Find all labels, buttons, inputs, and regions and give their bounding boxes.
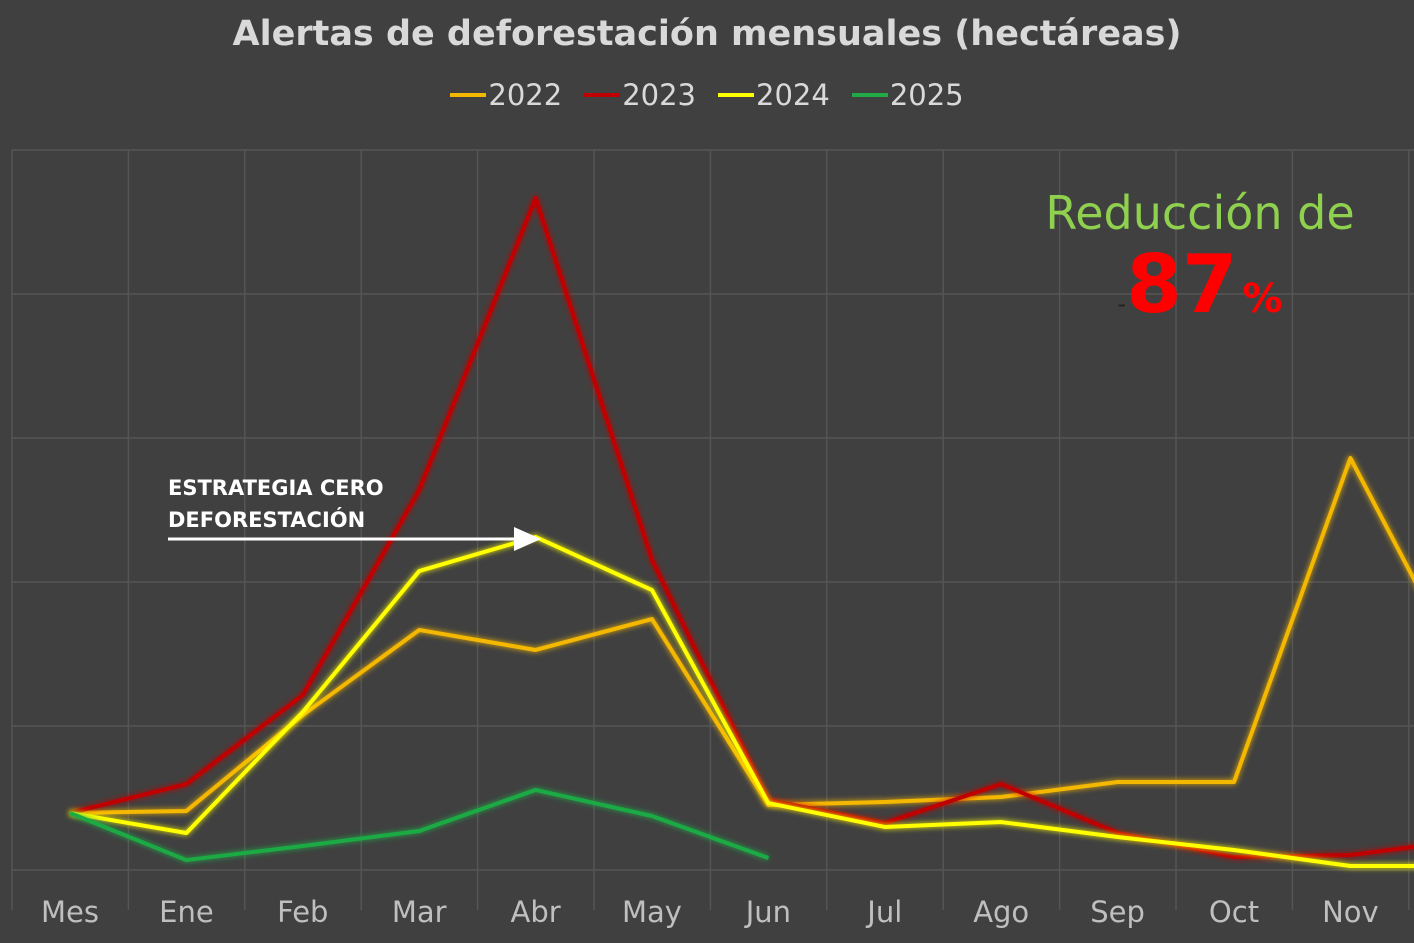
series-line-2024 xyxy=(69,534,1414,868)
x-tick-label: Sep xyxy=(1090,895,1145,929)
strategy-annotation: ESTRATEGIA CERO DEFORESTACIÓN xyxy=(168,472,384,536)
x-tick-label: Jul xyxy=(865,895,902,929)
legend-label: 2025 xyxy=(889,78,964,112)
x-tick-label: Abr xyxy=(511,895,561,929)
legend: 2022 2023 2024 2025 xyxy=(0,78,1414,112)
legend-item-2023: 2023 xyxy=(584,78,696,112)
reduction-value: 87 xyxy=(1126,238,1238,331)
x-tick-label: Mes xyxy=(41,895,99,929)
reduction-label: Reducción de xyxy=(1045,186,1355,240)
x-tick-label: Ene xyxy=(159,895,214,929)
reduction-sign: - xyxy=(1117,290,1127,318)
series-line-2025 xyxy=(69,787,770,863)
legend-label: 2024 xyxy=(756,78,830,112)
x-tick-label: Mar xyxy=(392,895,447,929)
x-tick-label: Oct xyxy=(1209,895,1259,929)
reduction-unit: % xyxy=(1242,276,1283,322)
x-tick-label: Nov xyxy=(1322,895,1379,929)
reduction-callout: Reducción de -87 % xyxy=(1000,186,1400,330)
legend-item-2025: 2025 xyxy=(851,78,964,112)
x-tick-label: May xyxy=(622,895,682,929)
legend-item-2022: 2022 xyxy=(450,78,562,112)
annotation-line-2: DEFORESTACIÓN xyxy=(168,508,366,532)
legend-label: 2023 xyxy=(622,78,696,112)
x-tick-label: Ago xyxy=(973,895,1029,929)
annotation-line-1: ESTRATEGIA CERO xyxy=(168,476,384,500)
chart-title: Alertas de deforestación mensuales (hect… xyxy=(232,14,1182,54)
legend-item-2024: 2024 xyxy=(718,78,830,112)
x-tick-label: Feb xyxy=(277,895,328,929)
x-tick-label: Jun xyxy=(744,895,791,929)
legend-label: 2022 xyxy=(488,78,563,112)
